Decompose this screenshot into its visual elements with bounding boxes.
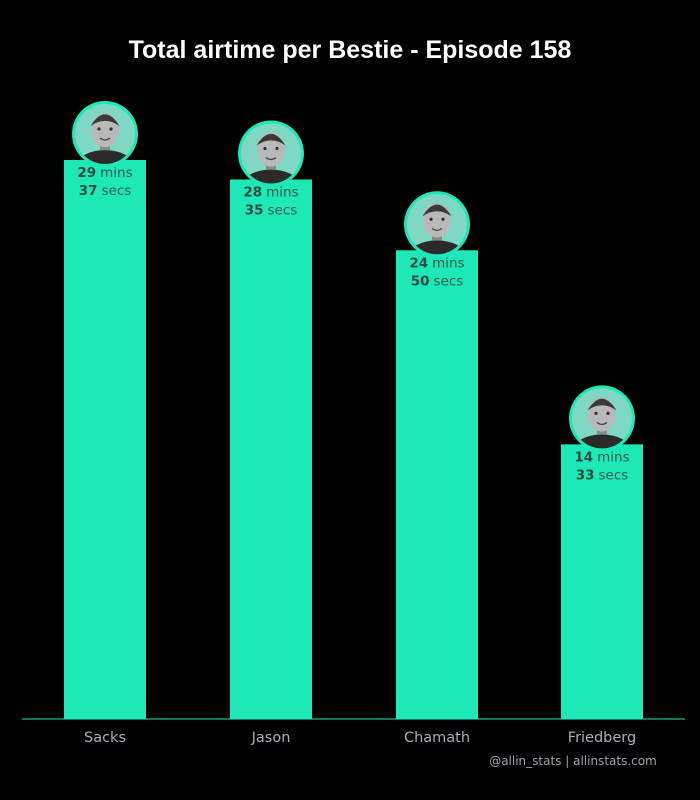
person-avatar-icon [569,385,635,452]
bars-group [64,160,643,720]
value-label-sacks-mins: 29 mins [77,165,132,181]
person-avatar-icon [404,191,470,258]
category-label-sacks: Sacks [84,730,126,746]
bar-chamath [396,250,478,719]
chart-title: Total airtime per Bestie - Episode 158 [129,36,572,64]
value-label-chamath-mins: 24 mins [409,255,464,271]
person-avatar-icon [238,120,304,187]
value-label-sacks-secs: 37 secs [79,183,132,199]
value-label-jason-secs: 35 secs [245,203,298,219]
value-label-chamath-secs: 50 secs [411,273,464,289]
footer-credit: @allin_stats | allinstats.com [489,754,657,768]
value-label-jason-mins: 28 mins [243,185,298,201]
bar-sacks [64,160,146,719]
category-labels-group: Sacks Jason Chamath Friedberg [84,730,636,746]
value-label-friedberg-mins: 14 mins [574,449,629,465]
bar-jason [230,179,312,720]
category-label-jason: Jason [251,730,291,746]
category-label-friedberg: Friedberg [568,730,636,746]
person-avatar-icon [72,101,138,167]
bar-friedberg [561,444,643,719]
value-label-friedberg-secs: 33 secs [576,467,629,483]
category-label-chamath: Chamath [404,730,470,746]
avatars-group [72,101,635,452]
value-labels-group: 29 mins 37 secs 28 mins 35 secs 24 mins 50 secs 14 mi… [77,165,629,483]
